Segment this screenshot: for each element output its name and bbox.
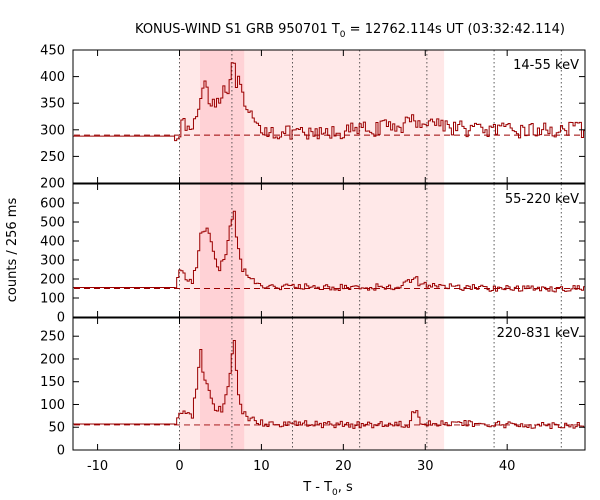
energy-band-label: 14-55 keV xyxy=(513,58,579,73)
panel-2: 0 100 200 300 400 500 600 55-220 keV xyxy=(40,183,586,326)
shaded-interval-dark xyxy=(199,184,245,317)
y-tick-label: 0 xyxy=(57,444,65,459)
x-tick-label: 10 xyxy=(253,459,270,474)
x-axis-label: T - T0, s xyxy=(302,480,353,498)
x-axis-ticks: -10 0 10 20 30 40 xyxy=(87,459,515,474)
panels: 200 250 300 350 400 450 14-55 keV 0 100 200 300 400… xyxy=(40,44,586,459)
panel-1: 200 250 300 350 400 450 14-55 keV xyxy=(40,44,586,192)
light-curve-series xyxy=(73,210,585,293)
y-tick-label: 200 xyxy=(40,352,65,367)
y-tick-label: 350 xyxy=(40,97,65,112)
y-tick-label: 150 xyxy=(40,375,65,390)
y-tick-label: 250 xyxy=(40,330,65,345)
y-tick-label: 600 xyxy=(40,197,65,212)
x-tick-label: 40 xyxy=(499,459,516,474)
y-tick-label: 400 xyxy=(40,70,65,85)
y-tick-label: 300 xyxy=(40,254,65,269)
light-curve-series xyxy=(73,339,585,429)
y-tick-label: 100 xyxy=(40,398,65,413)
light-curve-series xyxy=(73,62,585,142)
panel-3: 0 50 100 150 200 250 220-831 keV xyxy=(40,317,586,459)
y-axis-label: counts / 256 ms xyxy=(5,198,20,303)
y-tick-label: 0 xyxy=(57,311,65,326)
y-tick-label: 500 xyxy=(40,216,65,231)
x-tick-label: 0 xyxy=(175,459,183,474)
shaded-interval-dark xyxy=(199,50,245,183)
y-tick-label: 300 xyxy=(40,123,65,138)
panel-frame xyxy=(72,317,586,451)
y-tick-label: 50 xyxy=(48,421,65,436)
energy-band-label: 220-831 keV xyxy=(497,326,580,341)
y-tick-label: 100 xyxy=(40,292,65,307)
x-tick-label: 30 xyxy=(417,459,434,474)
y-tick-label: 450 xyxy=(40,44,65,59)
y-tick-label: 200 xyxy=(40,273,65,288)
energy-band-label: 55-220 keV xyxy=(505,192,579,207)
y-tick-label: 250 xyxy=(40,150,65,165)
chart-title: KONUS-WIND S1 GRB 950701 T0 = 12762.114s… xyxy=(135,22,565,40)
panel-frame xyxy=(72,49,586,184)
x-tick-label: -10 xyxy=(87,459,108,474)
panel-frame xyxy=(72,183,586,318)
y-tick-label: 200 xyxy=(40,177,65,192)
x-tick-label: 20 xyxy=(335,459,352,474)
y-tick-label: 400 xyxy=(40,235,65,250)
